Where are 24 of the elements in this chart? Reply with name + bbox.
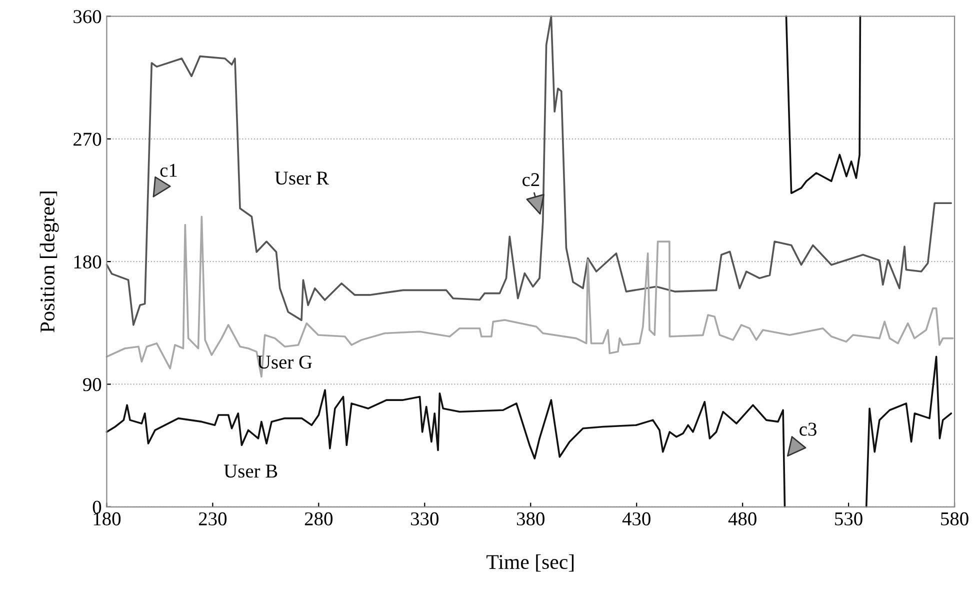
x-tick-label: 430 — [622, 512, 650, 526]
x-tick-label: 180 — [94, 512, 121, 526]
y-tick-label: 90 — [83, 378, 102, 392]
x-tick-label: 330 — [410, 512, 438, 526]
x-tick-label: 230 — [198, 512, 227, 526]
annotation: c3 — [800, 422, 816, 436]
annotation: c1 — [160, 164, 177, 177]
x-tick-label: 480 — [728, 512, 756, 526]
x-tick-label: 530 — [835, 512, 862, 526]
line-series — [106, 216, 954, 378]
x-tick-label: 380 — [516, 512, 544, 526]
y-tick-label: 270 — [74, 132, 102, 146]
y-tick-label: 0 — [92, 500, 102, 514]
y-tick-label: 180 — [74, 255, 102, 269]
y-axis-title: Position [degree] — [40, 192, 59, 332]
x-axis-title: Time [sec] — [486, 554, 574, 572]
series-label: User G — [257, 356, 312, 369]
x-tick-label: 580 — [941, 512, 968, 526]
line-series — [106, 15, 952, 326]
annotation: c2 — [522, 173, 540, 186]
series-label: User B — [224, 464, 278, 478]
x-tick-label: 280 — [304, 512, 333, 526]
y-tick-label: 360 — [74, 10, 102, 24]
series-label: User R — [274, 172, 329, 185]
